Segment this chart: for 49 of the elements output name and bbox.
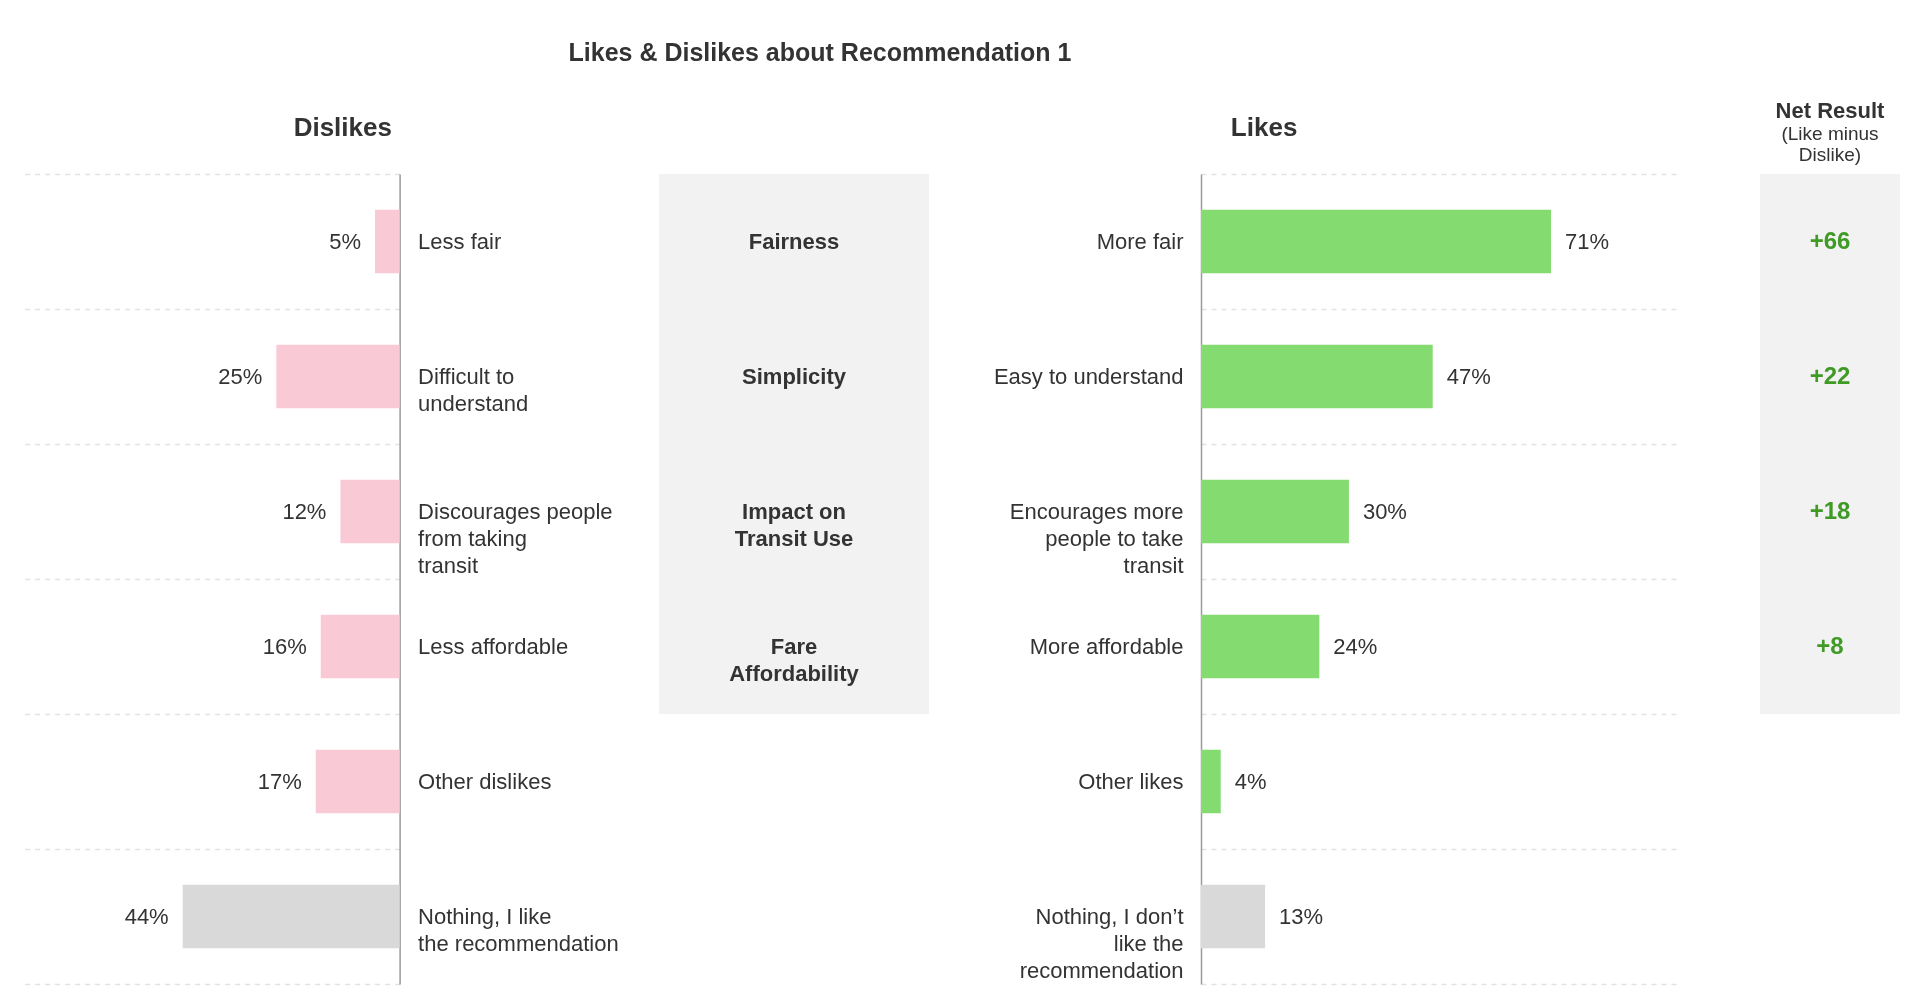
data-label: 13% — [1279, 903, 1324, 929]
text: Likes & Dislikes about Recommendation 1 — [567, 38, 1073, 67]
y-tick-label: Difficult to understand — [418, 364, 529, 416]
data-label: 4% — [1234, 768, 1267, 794]
bar — [1201, 344, 1433, 409]
y-tick-label: Less fair — [418, 229, 502, 254]
y-tick-label: More affordable — [1029, 634, 1184, 659]
bar — [320, 614, 400, 679]
y-tick-label: Less affordable — [418, 634, 569, 659]
text: (Like minus Dislike) — [1781, 123, 1879, 165]
data-label: 71% — [1565, 228, 1610, 254]
category-label: Impact on Transit Use — [734, 498, 854, 551]
y-tick-label: Other likes — [1078, 769, 1184, 794]
bar — [374, 209, 400, 274]
y-tick-label: Easy to understand — [993, 364, 1184, 389]
text: Net Result — [1775, 98, 1886, 123]
bar — [276, 344, 400, 409]
data-label: 12% — [282, 498, 327, 524]
category-label: Simplicity — [742, 363, 847, 389]
bar — [315, 749, 400, 814]
chart-title: Likes — [1230, 112, 1298, 142]
data-label: +66 — [1809, 226, 1851, 254]
data-label: +18 — [1809, 496, 1851, 524]
bar — [1201, 479, 1349, 544]
data-label: +22 — [1809, 361, 1851, 389]
data-label: 17% — [257, 768, 302, 794]
y-tick-label: Other dislikes — [418, 769, 552, 794]
data-label: 5% — [329, 228, 361, 254]
bar — [182, 884, 400, 949]
data-label: 47% — [1446, 363, 1491, 389]
data-label: 30% — [1362, 498, 1407, 524]
chart-title: Dislikes — [293, 112, 392, 142]
y-tick-label: Nothing, I don’t like the recommendation — [1019, 904, 1184, 983]
bar — [1201, 884, 1266, 949]
y-tick-label: More fair — [1096, 229, 1184, 254]
data-label: 16% — [262, 633, 307, 659]
y-tick-label: Nothing, I like the recommendation — [418, 904, 619, 956]
category-label: Fare Affordability — [729, 633, 860, 686]
y-tick-label: Discourages people from taking transit — [418, 499, 613, 578]
data-label: 24% — [1333, 633, 1378, 659]
bar — [1201, 749, 1221, 814]
category-label: Fairness — [748, 228, 840, 254]
data-label: +8 — [1816, 631, 1844, 659]
bar — [1201, 209, 1552, 274]
data-label: 25% — [218, 363, 263, 389]
data-label: 44% — [124, 903, 169, 929]
y-tick-label: Encourages more people to take transit — [1009, 499, 1184, 578]
bar — [1201, 614, 1320, 679]
bar — [340, 479, 400, 544]
